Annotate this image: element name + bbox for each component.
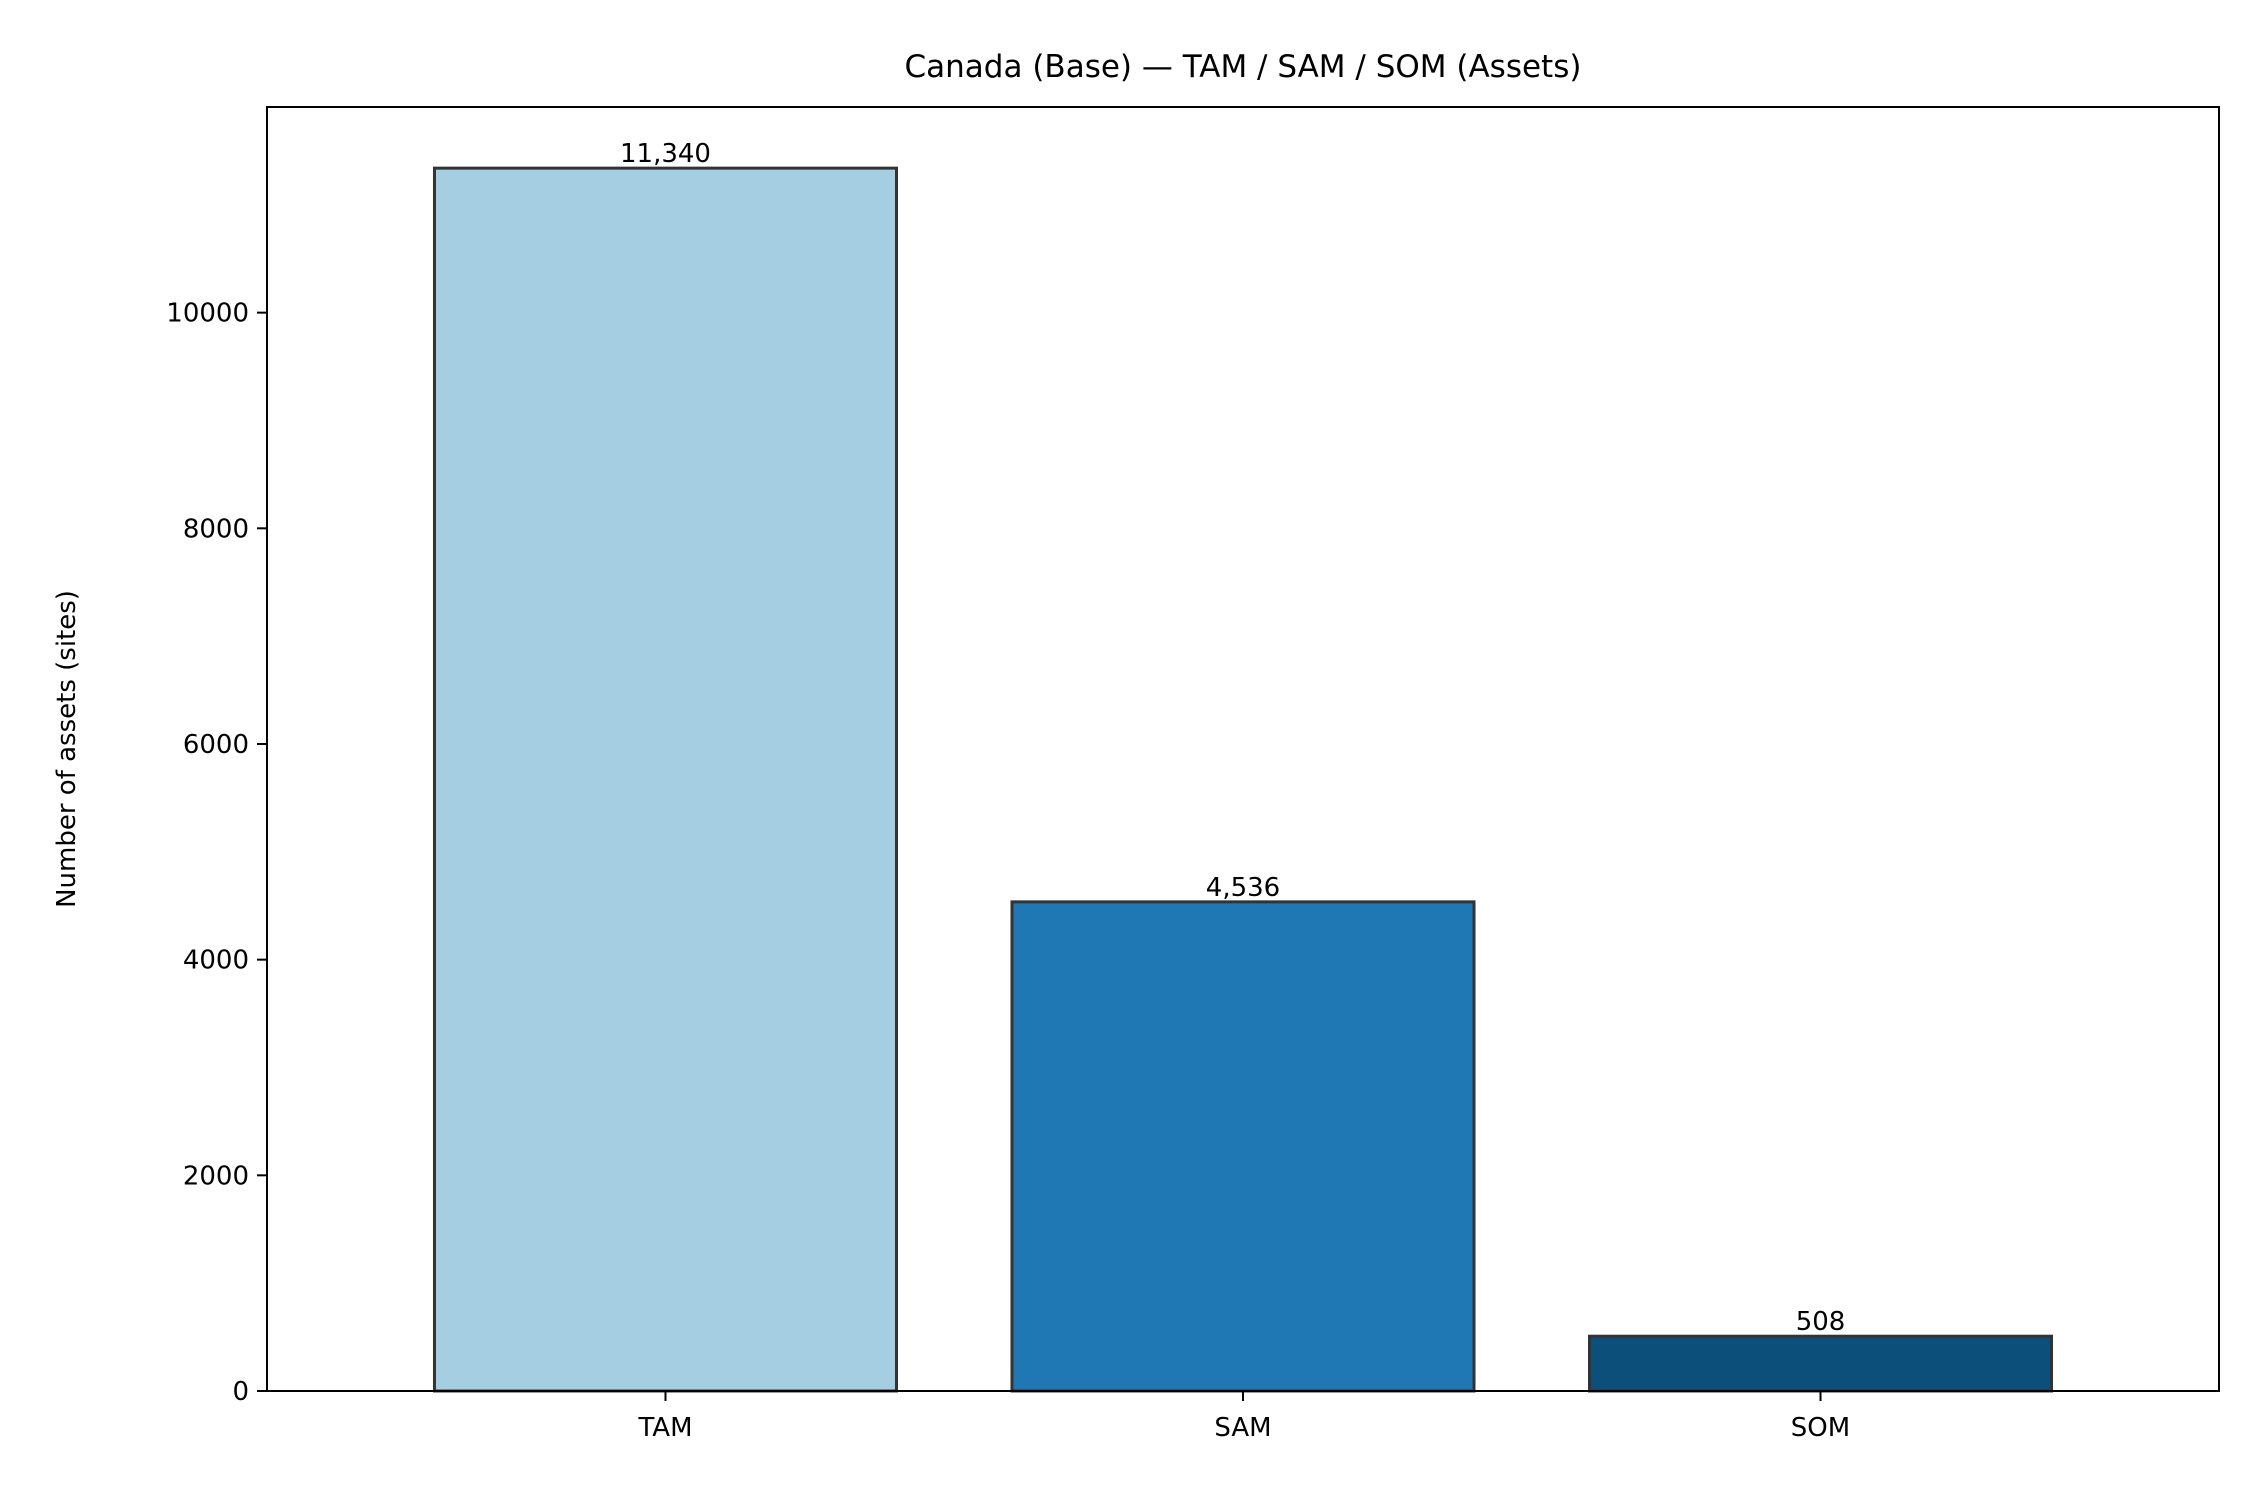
- y-tick-label-0: 0: [232, 1377, 249, 1407]
- x-tick-label-som: SOM: [1791, 1413, 1850, 1443]
- y-tick-label-6000: 6000: [183, 730, 249, 760]
- plot-frame: [266, 106, 2220, 1392]
- y-tick-label-10000: 10000: [166, 299, 249, 329]
- x-tick-label-tam: TAM: [637, 1413, 692, 1443]
- bar-som: [1588, 1334, 2054, 1393]
- data-label-tam: 11,340: [620, 139, 711, 169]
- y-tick-label-4000: 4000: [183, 946, 249, 976]
- chart-title: Canada (Base) — TAM / SAM / SOM (Assets): [905, 49, 1582, 85]
- bars-group: 11,340 4,536 508: [432, 139, 2054, 1393]
- y-tick-label-8000: 8000: [183, 514, 249, 544]
- y-tick-label-2000: 2000: [183, 1161, 249, 1191]
- bar-tam: [432, 166, 898, 1393]
- y-axis: 0 2000 4000 6000 8000 10000: [166, 299, 267, 1407]
- data-label-sam: 4,536: [1206, 873, 1280, 903]
- bar-sam: [1010, 900, 1476, 1393]
- x-tick-label-sam: SAM: [1214, 1413, 1271, 1443]
- y-axis-label: Number of assets (sites): [52, 590, 82, 908]
- data-label-som: 508: [1796, 1307, 1846, 1337]
- x-axis: TAM SAM SOM: [637, 1391, 1850, 1443]
